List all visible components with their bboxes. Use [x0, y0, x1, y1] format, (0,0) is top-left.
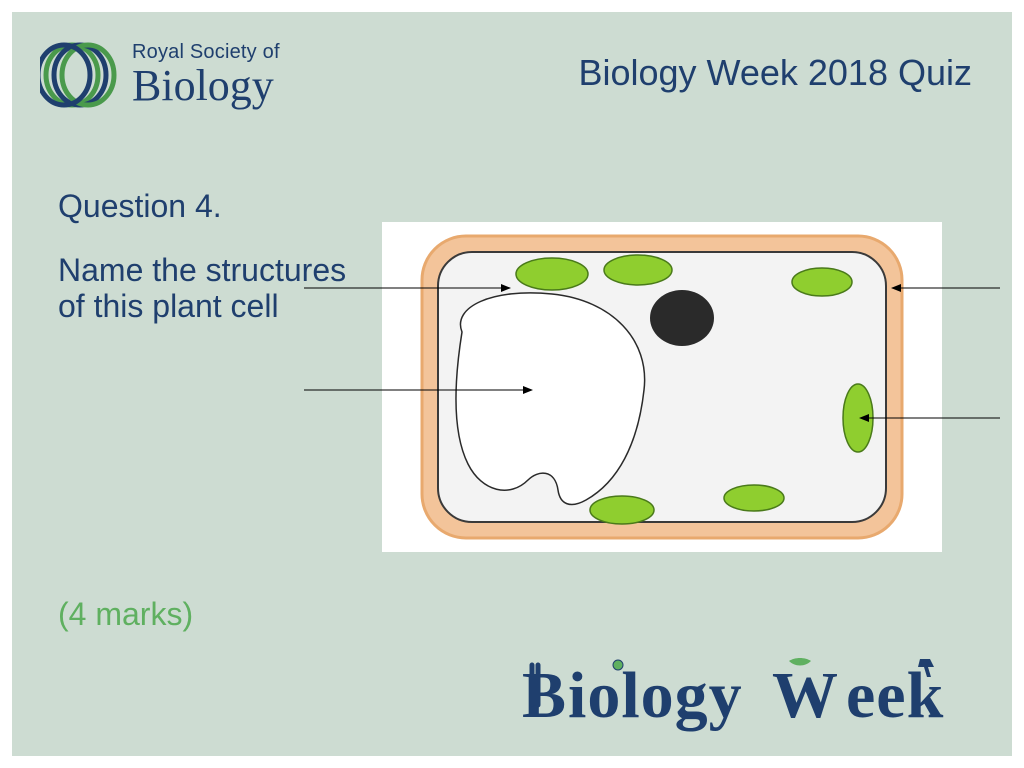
page-title: Biology Week 2018 Quiz: [578, 52, 972, 94]
org-logo-text: Royal Society of Biology: [132, 42, 280, 108]
vacuole: [456, 293, 645, 505]
plant-cell-diagram: [382, 222, 942, 552]
svg-text:iology: iology: [568, 659, 743, 732]
question-number: Question 4.: [58, 188, 368, 225]
chloroplast: [590, 496, 654, 524]
svg-text:W: W: [772, 659, 837, 732]
svg-text:B: B: [522, 659, 565, 732]
chloroplast: [604, 255, 672, 285]
org-logo: Royal Society of Biology: [40, 40, 280, 110]
org-logo-mark-icon: [40, 40, 118, 110]
chloroplast: [516, 258, 588, 290]
biology-week-logo: B iology W eek: [522, 655, 982, 738]
question-block: Question 4. Name the structures of this …: [58, 188, 368, 325]
svg-text:eek: eek: [846, 659, 944, 732]
nucleus: [650, 290, 714, 346]
chloroplast: [724, 485, 784, 511]
header: Royal Society of Biology Biology Week 20…: [12, 12, 1012, 142]
chloroplast: [792, 268, 852, 296]
question-prompt: Name the structures of this plant cell: [58, 253, 368, 325]
marks-label: (4 marks): [58, 596, 193, 633]
slide: Royal Society of Biology Biology Week 20…: [12, 12, 1012, 756]
org-name-big: Biology: [132, 64, 280, 108]
org-name-small: Royal Society of: [132, 42, 280, 62]
